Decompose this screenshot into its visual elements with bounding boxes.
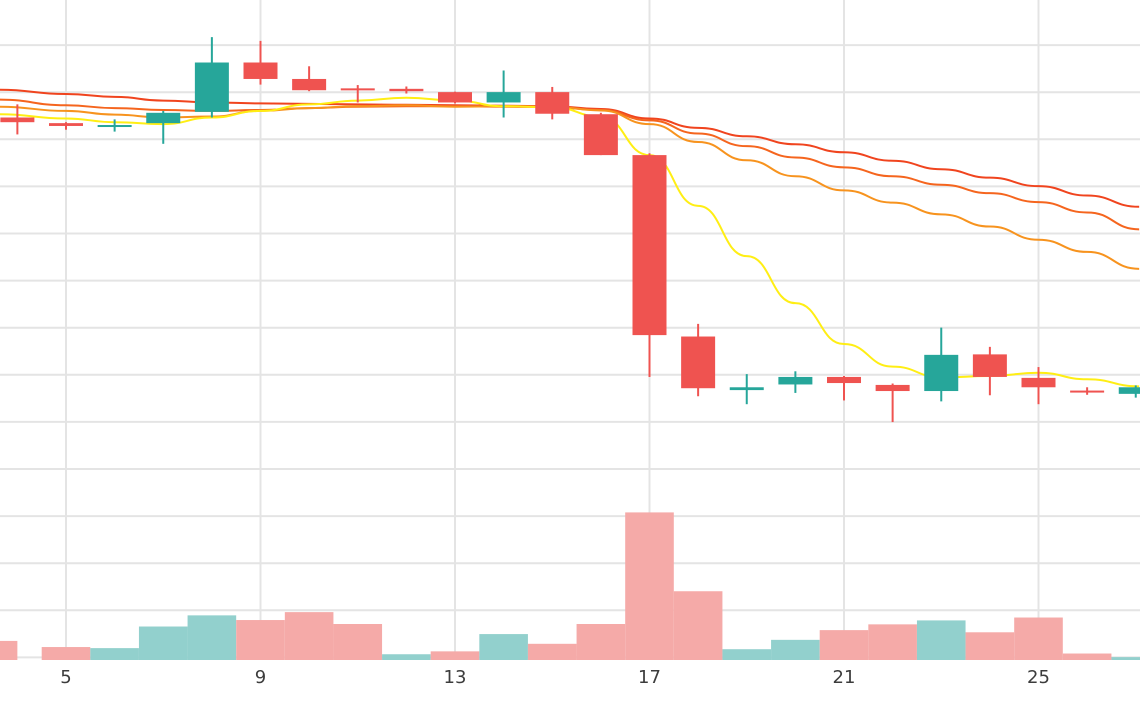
candle-body — [729, 387, 764, 391]
volume-bar — [382, 654, 431, 660]
volume-bar — [187, 615, 237, 660]
candle-body — [535, 92, 570, 114]
candles — [0, 37, 1140, 423]
candle-body — [340, 88, 375, 91]
volume-bar — [916, 620, 966, 660]
candle-body — [194, 62, 229, 112]
moving-average-lines — [0, 88, 1140, 388]
x-tick-label: 25 — [1027, 667, 1050, 688]
moving-average-line — [0, 104, 1140, 270]
volume-bar — [41, 647, 91, 660]
volume-bar — [479, 634, 528, 660]
candle — [778, 371, 813, 393]
candle — [1118, 385, 1140, 398]
candle — [389, 86, 424, 94]
candle-body — [97, 125, 132, 128]
candle — [49, 122, 83, 130]
candle — [827, 376, 861, 401]
candle-body — [924, 354, 959, 392]
volume-bar — [527, 643, 577, 660]
candle — [875, 383, 910, 423]
volume-bar — [576, 624, 626, 660]
volume-bar — [0, 640, 18, 660]
candle — [535, 86, 570, 120]
candle — [729, 374, 764, 405]
candle-body — [438, 92, 472, 103]
candle-body — [875, 384, 910, 392]
candle-body — [1070, 390, 1105, 393]
candle-body — [486, 92, 521, 103]
volume-bar — [333, 624, 383, 660]
volume-bar — [236, 620, 285, 660]
candle-body — [389, 88, 424, 92]
candle — [583, 112, 618, 156]
candle — [438, 91, 472, 104]
candle — [146, 110, 181, 144]
volume-bar — [138, 626, 188, 660]
volume-bar — [722, 649, 772, 660]
candle-body — [49, 123, 83, 126]
candle — [340, 85, 375, 103]
candle-body — [243, 62, 278, 79]
x-tick-label: 9 — [255, 667, 266, 688]
x-tick-label: 17 — [638, 667, 661, 688]
candle-body — [0, 117, 35, 123]
candle — [194, 37, 229, 118]
candle — [486, 70, 521, 118]
x-tick-label: 5 — [60, 667, 71, 688]
volume-bar — [868, 624, 917, 660]
candle — [292, 66, 327, 92]
volume-bar — [90, 648, 139, 660]
x-tick-label: 21 — [833, 667, 856, 688]
candle-body — [583, 114, 618, 156]
volume-bar — [430, 651, 480, 660]
volume-bar — [965, 632, 1015, 660]
grid — [0, 0, 1140, 660]
candle — [632, 153, 667, 377]
x-tick-label: 13 — [444, 667, 467, 688]
candle-body — [681, 336, 716, 389]
moving-average-line — [0, 96, 1140, 388]
candle-body — [827, 376, 861, 384]
candle — [972, 346, 1007, 396]
candle — [243, 40, 278, 85]
candle — [97, 119, 132, 132]
volume-bar — [284, 612, 334, 660]
candle-body — [632, 155, 667, 336]
volume-bar — [673, 591, 723, 660]
candle-body — [778, 376, 813, 385]
candle-body — [292, 78, 327, 91]
candle — [1070, 387, 1105, 395]
candle-body — [1021, 377, 1056, 388]
volume-bars — [0, 512, 1140, 660]
volume-bar — [819, 630, 869, 660]
candle — [924, 327, 959, 402]
candle-body — [146, 112, 181, 124]
volume-bar — [771, 639, 820, 660]
candle — [1021, 367, 1056, 405]
candle-body — [972, 354, 1007, 377]
candle — [0, 104, 35, 135]
volume-bar — [625, 512, 674, 660]
candle-body — [1118, 387, 1140, 394]
volume-bar — [1014, 617, 1063, 660]
x-axis: 5 9 13 17 21 25 — [60, 667, 1050, 688]
candle — [681, 323, 716, 397]
volume-bar — [1062, 653, 1112, 660]
volume-bar — [1111, 657, 1140, 660]
